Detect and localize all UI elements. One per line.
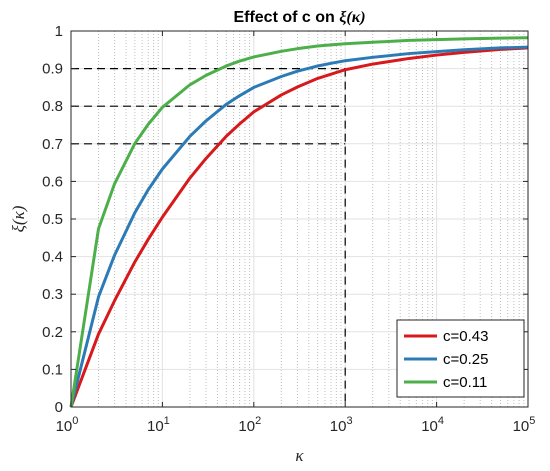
- y-tick-label: 0.8: [42, 98, 63, 115]
- series-line-3: [69, 36, 529, 408]
- legend: c=0.43 c=0.25 c=0.11: [396, 319, 525, 398]
- y-tick-label: 0.5: [42, 211, 63, 228]
- legend-label-3: c=0.11: [443, 374, 487, 391]
- chart-title: Effect of c on ξ(κ): [233, 9, 365, 26]
- y-tick-label: 1: [55, 23, 63, 40]
- y-tick-label: 0.1: [42, 361, 63, 378]
- x-axis-label: κ: [295, 446, 304, 465]
- y-tick-label: 0.7: [42, 136, 63, 153]
- y-axis-label: ξ(κ): [9, 205, 28, 232]
- legend-label-2: c=0.25: [443, 351, 488, 368]
- y-tick-label: 0.3: [42, 286, 63, 303]
- series-line-2: [69, 45, 529, 408]
- y-tick-label: 0.2: [42, 324, 63, 341]
- series-line-1: [69, 46, 529, 408]
- legend-label-1: c=0.43: [443, 328, 488, 345]
- y-tick-label: 0.6: [42, 173, 63, 190]
- y-tick-label: 0.4: [42, 249, 63, 266]
- reference-lines: [71, 67, 346, 407]
- y-tick-label: 0.9: [42, 61, 63, 78]
- series-lines: [69, 36, 529, 408]
- y-tick-label: 0: [55, 399, 63, 416]
